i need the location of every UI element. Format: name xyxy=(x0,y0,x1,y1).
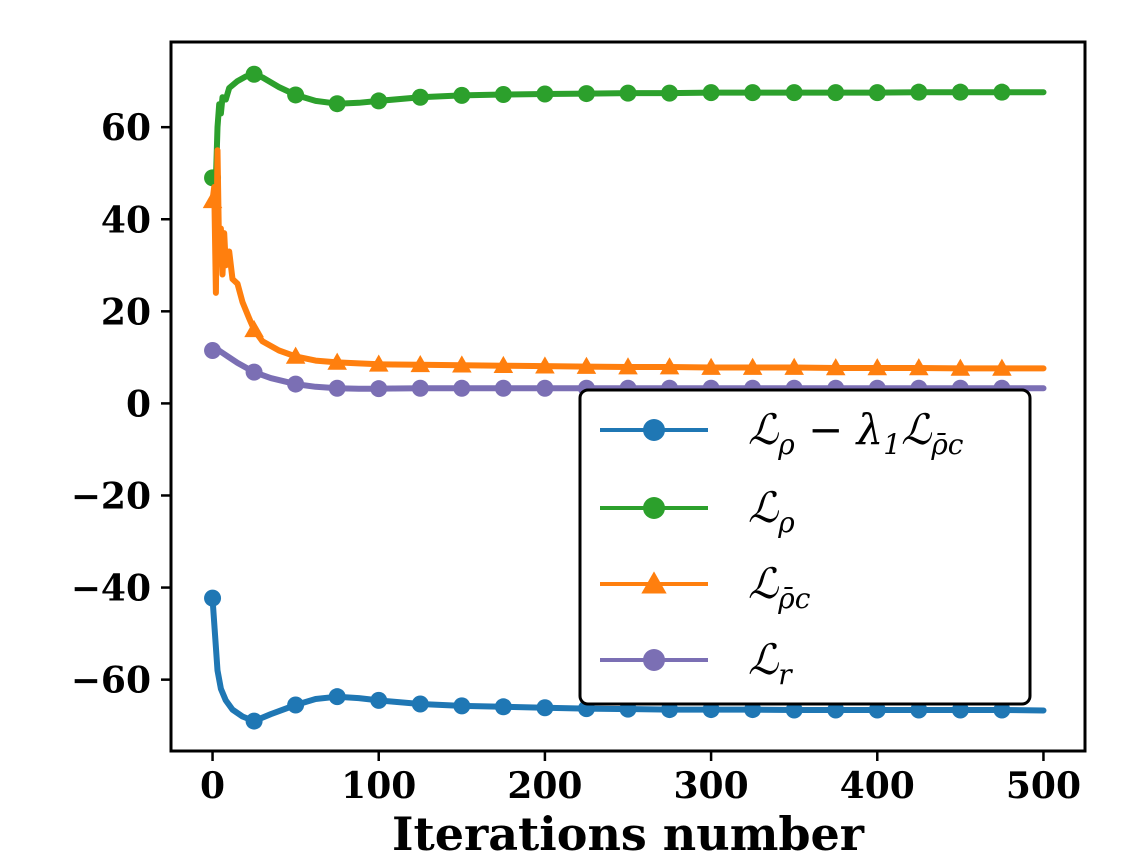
data-point-2 xyxy=(618,357,638,375)
x-tick-label: 100 xyxy=(341,765,416,807)
data-point-1 xyxy=(868,84,886,102)
plot-area xyxy=(202,65,1047,730)
data-point-0 xyxy=(785,701,803,719)
data-point-1 xyxy=(993,83,1011,101)
data-point-2 xyxy=(576,356,597,374)
data-point-2 xyxy=(452,355,472,373)
data-point-3 xyxy=(287,375,305,393)
data-point-3 xyxy=(245,363,263,381)
data-point-2 xyxy=(368,354,389,372)
data-point-3 xyxy=(411,379,429,397)
x-tick-label: 400 xyxy=(840,765,915,807)
legend: ℒρ − λ1ℒρ̄c ℒρ ℒρ̄c ℒr xyxy=(578,388,1032,706)
data-point-1 xyxy=(910,83,928,101)
data-point-1 xyxy=(245,65,263,83)
data-point-0 xyxy=(868,701,886,719)
data-point-0 xyxy=(328,688,346,706)
legend-entry: ℒρ̄c xyxy=(748,559,811,615)
legend-marker xyxy=(641,571,667,594)
y-tick-label: 60 xyxy=(101,107,151,149)
x-tick-label: 500 xyxy=(1006,765,1081,807)
data-point-0 xyxy=(993,701,1011,719)
data-point-3 xyxy=(494,379,512,397)
data-point-0 xyxy=(411,695,429,713)
series-line-1 xyxy=(209,71,1047,184)
data-point-0 xyxy=(910,701,928,719)
legend-entry: ℒρ xyxy=(748,483,795,539)
data-point-2 xyxy=(742,357,763,375)
data-point-2 xyxy=(327,352,347,370)
y-tick-label: −20 xyxy=(71,475,151,517)
series-line-2 xyxy=(209,147,1047,372)
x-tick-label: 0 xyxy=(200,765,225,807)
data-point-3 xyxy=(328,379,346,397)
y-tick-label: 20 xyxy=(101,291,151,333)
data-point-2 xyxy=(285,346,306,364)
data-point-1 xyxy=(577,85,595,103)
data-point-0 xyxy=(494,698,512,716)
data-point-3 xyxy=(204,341,222,359)
data-point-3 xyxy=(536,379,554,397)
data-point-3 xyxy=(453,379,471,397)
data-point-1 xyxy=(661,84,679,102)
data-point-0 xyxy=(827,701,845,719)
data-point-0 xyxy=(370,691,388,709)
legend-box xyxy=(578,388,1032,706)
legend-entry: ℒρ − λ1ℒρ̄c xyxy=(748,405,964,461)
data-point-2 xyxy=(535,356,555,374)
legend-marker xyxy=(643,419,665,441)
data-point-1 xyxy=(744,84,762,102)
y-tick-label: 0 xyxy=(126,383,151,425)
y-tick-label: −60 xyxy=(71,660,151,702)
legend-marker xyxy=(643,649,665,671)
data-point-1 xyxy=(411,88,429,106)
data-point-2 xyxy=(493,355,514,373)
y-tick-label: 40 xyxy=(101,199,151,241)
y-tick-label: −40 xyxy=(71,568,151,610)
data-point-1 xyxy=(702,84,720,102)
data-point-0 xyxy=(951,701,969,719)
data-point-0 xyxy=(287,696,305,714)
data-point-0 xyxy=(245,712,263,730)
data-point-1 xyxy=(453,86,471,104)
x-axis-label: Iterations number xyxy=(392,807,865,856)
data-point-1 xyxy=(619,84,637,102)
data-point-1 xyxy=(951,83,969,101)
data-point-2 xyxy=(784,357,804,375)
x-tick-label: 300 xyxy=(674,765,749,807)
data-point-2 xyxy=(867,358,888,376)
data-point-0 xyxy=(453,697,471,715)
data-point-2 xyxy=(909,358,929,376)
data-point-1 xyxy=(287,86,305,104)
data-point-1 xyxy=(785,84,803,102)
data-point-1 xyxy=(328,95,346,113)
data-point-0 xyxy=(536,699,554,717)
legend-entry: ℒr xyxy=(748,635,793,691)
legend-marker xyxy=(643,497,665,519)
data-point-2 xyxy=(992,358,1012,376)
data-point-2 xyxy=(410,354,431,373)
x-tick-label: 200 xyxy=(507,765,582,807)
series-group xyxy=(202,65,1047,730)
data-point-2 xyxy=(950,358,971,376)
axes-frame xyxy=(169,40,1087,753)
data-point-2 xyxy=(659,357,680,375)
data-point-2 xyxy=(825,358,846,376)
data-point-1 xyxy=(494,85,512,103)
data-point-1 xyxy=(827,84,845,102)
data-point-1 xyxy=(370,92,388,110)
data-point-2 xyxy=(202,191,223,209)
data-point-2 xyxy=(701,357,721,375)
data-point-1 xyxy=(536,85,554,103)
data-point-3 xyxy=(370,380,388,398)
data-point-2 xyxy=(244,319,264,338)
data-point-0 xyxy=(204,589,222,607)
